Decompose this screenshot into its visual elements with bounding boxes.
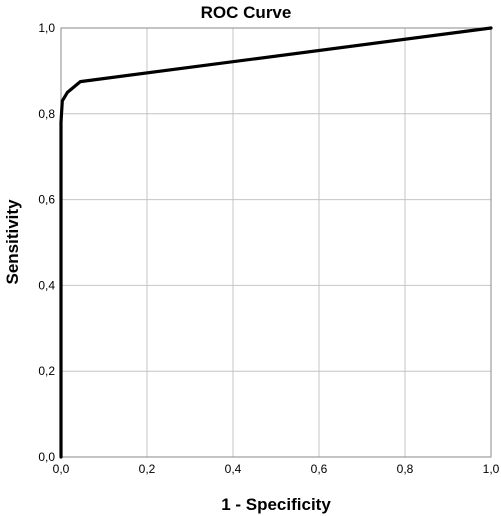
plot-area [60,27,492,458]
y-tick-label: 1,0 [38,21,55,35]
y-tick-label: 0,4 [38,278,55,292]
x-axis-ticks: 0,0 0,2 0,4 0,6 0,8 1,0 [53,462,500,476]
x-tick-label: 0,8 [397,462,414,476]
grid [61,28,491,457]
x-tick-label: 0,2 [139,462,156,476]
x-tick-label: 0,6 [311,462,328,476]
chart-title: ROC Curve [201,3,292,22]
y-tick-label: 0,2 [38,364,55,378]
x-tick-label: 0,0 [53,462,70,476]
y-tick-label: 0,8 [38,107,55,121]
y-axis-label: Sensitivity [3,199,22,285]
y-tick-label: 0,0 [38,450,55,464]
y-axis-ticks: 0,0 0,2 0,4 0,6 0,8 1,0 [38,21,55,464]
x-axis-label: 1 - Specificity [221,495,331,514]
series-group [59,26,493,459]
x-tick-label: 1,0 [483,462,500,476]
x-tick-label: 0,4 [225,462,242,476]
y-tick-label: 0,6 [38,193,55,207]
roc-curve-line [59,26,493,459]
